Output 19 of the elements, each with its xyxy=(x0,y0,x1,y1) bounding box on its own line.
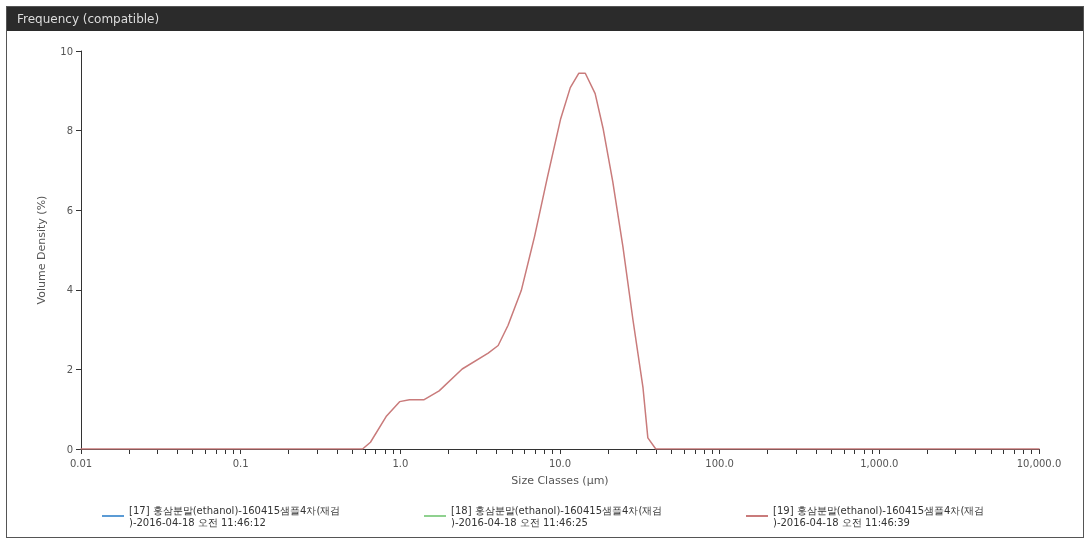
chart-title: Frequency (compatible) xyxy=(7,7,1083,31)
x-axis-title: Size Classes (μm) xyxy=(511,474,609,487)
y-tick-label: 8 xyxy=(66,125,73,137)
legend-label: [19] 홍삼분말(ethanol)-160415샘플4차(재검)-2016-04-18 오전 11:46:39 xyxy=(773,504,985,528)
y-tick-label: 4 xyxy=(66,284,73,296)
legend-label: [17] 홍삼분말(ethanol)-160415샘플4차(재검)-2016-04-18 오전 11:46:12 xyxy=(129,504,341,528)
x-tick-label: 10,000.0 xyxy=(1016,457,1062,469)
y-tick-label: 10 xyxy=(60,45,73,57)
x-tick-label: 0.01 xyxy=(69,457,93,469)
y-tick-label: 0 xyxy=(66,443,73,455)
y-axis-title: Volume Density (%) xyxy=(35,195,48,305)
x-tick-label: 0.1 xyxy=(232,457,249,469)
x-tick-label: 1,000.0 xyxy=(860,457,899,469)
x-tick-label: 100.0 xyxy=(705,457,734,469)
x-tick-label: 1.0 xyxy=(392,457,409,469)
y-tick-label: 2 xyxy=(66,363,73,375)
legend-label: [18] 홍삼분말(ethanol)-160415샘플4차(재검)-2016-04-18 오전 11:46:25 xyxy=(451,504,663,528)
y-tick-label: 6 xyxy=(66,204,73,216)
x-tick-label: 10.0 xyxy=(548,457,572,469)
